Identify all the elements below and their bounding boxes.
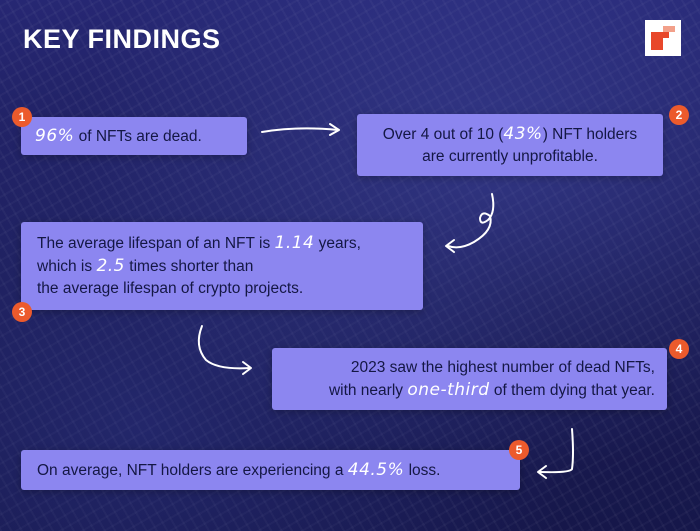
finding-3-badge: 3 — [12, 302, 32, 322]
finding-4-line-1: 2023 saw the highest number of dead NFTs… — [350, 358, 655, 376]
finding-4-highlight: one-third — [407, 379, 490, 400]
finding-3-line-2: which is 2.5 times shorter than — [37, 256, 254, 276]
finding-2-badge: 2 — [669, 105, 689, 125]
finding-card-3: The average lifespan of an NFT is 1.14 y… — [21, 222, 423, 310]
finding-4-badge: 4 — [669, 339, 689, 359]
finding-card-4: 2023 saw the highest number of dead NFTs… — [272, 348, 667, 410]
finding-5-badge: 5 — [509, 440, 529, 460]
finding-2-highlight: 43% — [503, 123, 543, 144]
finding-card-2: Over 4 out of 10 (43%) NFT holders are c… — [357, 114, 663, 176]
finding-3-highlight-2: 2.5 — [96, 256, 125, 276]
brand-logo-icon — [645, 20, 681, 56]
finding-2-line-2: are currently unprofitable. — [422, 147, 598, 165]
finding-card-5: On average, NFT holders are experiencing… — [21, 450, 520, 490]
finding-1-text: of NFTs are dead. — [74, 127, 202, 145]
finding-4-line-2: with nearly one-third of them dying that… — [328, 379, 655, 400]
finding-1-badge: 1 — [12, 107, 32, 127]
finding-2-line-1: Over 4 out of 10 (43%) NFT holders — [382, 123, 638, 144]
finding-card-1: 96% of NFTs are dead. — [21, 117, 247, 155]
arrow-right-icon — [261, 123, 340, 136]
finding-1-highlight: 96% — [35, 125, 75, 146]
curved-arrow-down-right-icon — [197, 325, 252, 375]
page-title: KEY FINDINGS — [23, 24, 221, 54]
curly-arrow-down-left-icon — [445, 193, 495, 253]
finding-3-highlight-1: 1.14 — [274, 233, 315, 253]
arrow-down-left-icon — [537, 428, 574, 479]
finding-3-line-3: the average lifespan of crypto projects. — [37, 280, 304, 297]
finding-3-line-1: The average lifespan of an NFT is 1.14 y… — [37, 233, 361, 253]
finding-5-highlight: 44.5% — [347, 459, 405, 480]
